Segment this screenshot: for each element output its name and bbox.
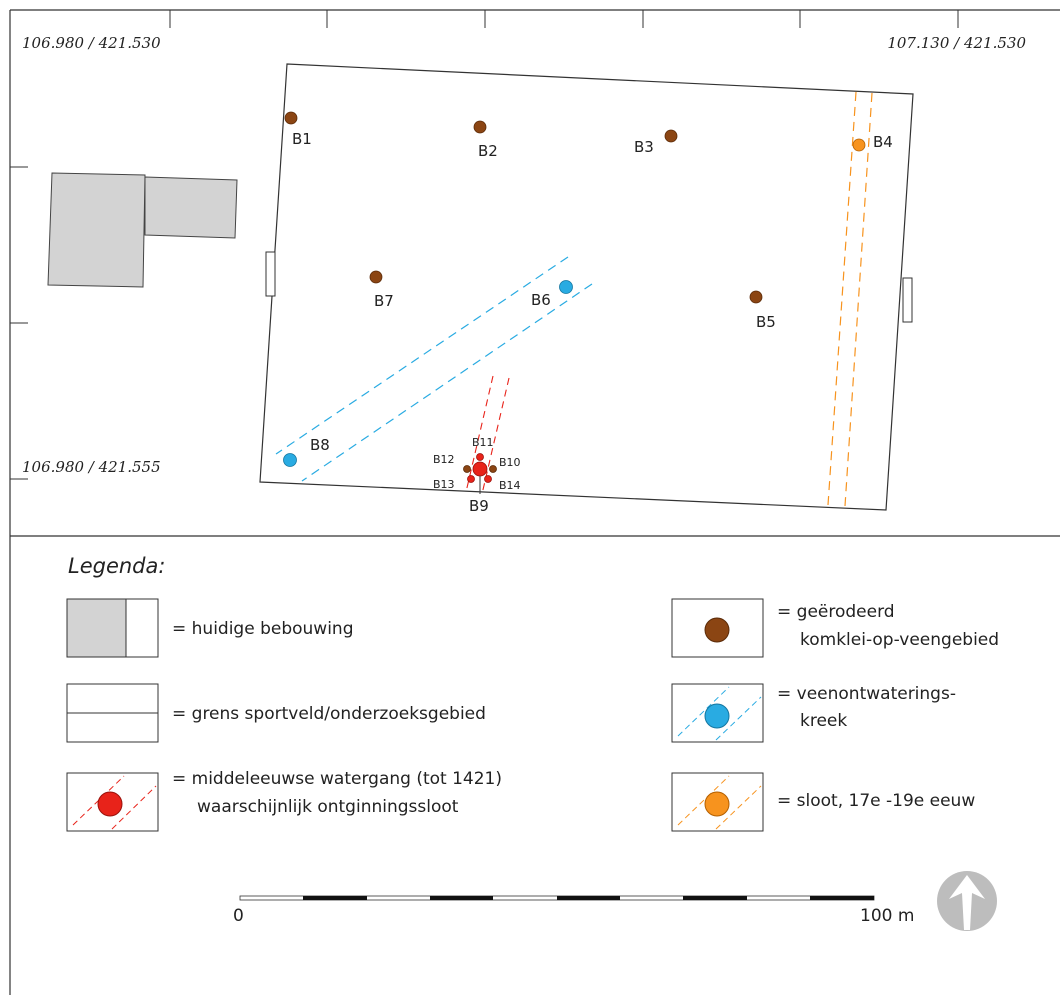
coord-bottom-left: 106.980 / 421.555 <box>22 458 161 476</box>
field-gate-left <box>265 251 276 297</box>
legend-text-ditch: = sloot, 17e -19e eeuw <box>777 791 975 811</box>
label-b10: B10 <box>499 456 521 469</box>
label-b4: B4 <box>873 133 893 151</box>
scale-end-label: 100 m <box>860 906 914 926</box>
peat-creek-lines <box>275 256 593 482</box>
label-b14: B14 <box>499 479 521 492</box>
borehole-b2 <box>473 120 487 134</box>
legend-item-creek: = veenontwaterings- kreek <box>671 683 956 743</box>
legend-item-boundary: = grens sportveld/onderzoeksgebied <box>66 683 486 743</box>
building-current <box>47 172 238 288</box>
borehole-b13 <box>467 475 475 483</box>
label-b12: B12 <box>433 453 455 466</box>
north-arrow-icon <box>937 871 997 931</box>
borehole-b10 <box>489 465 497 473</box>
study-area-boundary <box>259 63 914 511</box>
borehole-b1 <box>284 111 298 125</box>
legend-text-building: = huidige bebouwing <box>172 619 354 639</box>
legend-item-eroded: = geërodeerd komklei-op-veengebied <box>671 598 999 658</box>
legend-text-creek-1: = veenontwaterings- <box>777 684 956 704</box>
label-b11: B11 <box>472 436 494 449</box>
label-b7: B7 <box>374 292 394 310</box>
label-b2: B2 <box>478 142 498 160</box>
legend-text-eroded-2: komklei-op-veengebied <box>800 630 999 650</box>
borehole-b5 <box>749 290 763 304</box>
coord-top-left: 106.980 / 421.530 <box>22 34 161 52</box>
scale-bar: 0 100 m <box>233 895 914 926</box>
label-b6: B6 <box>531 291 551 309</box>
borehole-b8 <box>283 453 297 467</box>
legend-item-medieval: = middeleeuwse watergang (tot 1421) waar… <box>66 769 502 832</box>
label-b9: B9 <box>469 497 489 515</box>
borehole-b11 <box>476 453 484 461</box>
borehole-labels: B1 B2 B3 B4 B5 B6 B7 B8 B9 B10 B11 B12 B… <box>292 130 893 515</box>
borehole-b4 <box>852 138 866 152</box>
legend-title: Legenda: <box>68 554 165 578</box>
label-b3: B3 <box>634 138 654 156</box>
borehole-b9 <box>472 461 488 477</box>
legend-text-eroded-1: = geërodeerd <box>777 602 895 622</box>
label-b5: B5 <box>756 313 776 331</box>
borehole-b14 <box>484 475 492 483</box>
borehole-b6 <box>559 280 573 294</box>
grid-ticks <box>10 10 959 480</box>
coord-top-right: 107.130 / 421.530 <box>887 34 1026 52</box>
label-b8: B8 <box>310 436 330 454</box>
borehole-b7 <box>369 270 383 284</box>
field-gate-right <box>902 277 913 323</box>
legend-item-building: = huidige bebouwing <box>66 598 354 658</box>
legend-text-medieval-2: waarschijnlijk ontginningssloot <box>197 797 459 817</box>
label-b1: B1 <box>292 130 312 148</box>
legend-text-creek-2: kreek <box>800 711 847 731</box>
scale-start-label: 0 <box>233 906 244 926</box>
legend-item-ditch: = sloot, 17e -19e eeuw <box>671 772 975 832</box>
legend-text-boundary: = grens sportveld/onderzoeksgebied <box>172 704 486 724</box>
borehole-b12 <box>463 465 471 473</box>
ditch-17-19-lines <box>827 91 873 507</box>
borehole-markers <box>283 111 866 483</box>
borehole-b3 <box>664 129 678 143</box>
label-b13: B13 <box>433 478 455 491</box>
medieval-watercourse-lines <box>465 375 510 495</box>
legend-text-medieval-1: = middeleeuwse watergang (tot 1421) <box>172 769 502 789</box>
